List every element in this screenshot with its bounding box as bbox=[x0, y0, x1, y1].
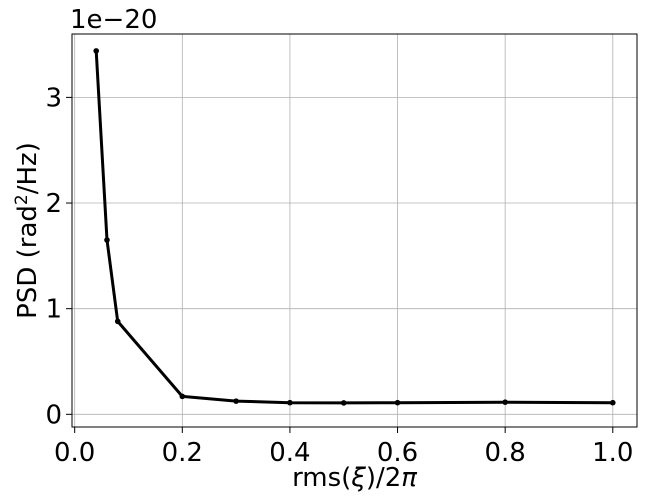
y-tick-label: 3 bbox=[45, 83, 62, 113]
x-axis-label: rms(ξ)/2π bbox=[292, 463, 417, 493]
y-tick-label: 1 bbox=[45, 295, 62, 325]
data-point-marker bbox=[340, 400, 347, 406]
data-point-marker bbox=[394, 399, 401, 406]
y-axis-offset-text: 1e−20 bbox=[70, 5, 157, 35]
x-tick-label: 1.0 bbox=[592, 438, 633, 468]
plot-frame bbox=[71, 33, 638, 428]
x-axis-label-prefix: rms( bbox=[292, 463, 351, 493]
y-axis-label-prefix: PSD (rad bbox=[13, 205, 43, 319]
data-point-marker bbox=[114, 318, 121, 325]
y-axis-label-suffix: /Hz) bbox=[13, 142, 43, 194]
data-point-marker bbox=[287, 399, 293, 406]
data-point-marker bbox=[609, 399, 616, 406]
x-axis-label-middle: )/2 bbox=[366, 463, 401, 493]
y-tick-label: 0 bbox=[45, 400, 62, 430]
data-point-marker bbox=[233, 398, 239, 404]
x-tick-label: 0.0 bbox=[54, 438, 95, 468]
series-layer bbox=[93, 48, 616, 406]
x-tick-label: 0.8 bbox=[484, 438, 525, 468]
grid-lines bbox=[72, 34, 637, 427]
data-point-marker bbox=[179, 393, 186, 400]
series-line bbox=[94, 50, 613, 405]
data-point-marker bbox=[502, 399, 508, 405]
x-tick-label: 0.2 bbox=[162, 438, 203, 468]
x-axis-label-xi: ξ bbox=[350, 463, 366, 493]
data-point-marker bbox=[104, 237, 110, 243]
y-tick-label: 2 bbox=[45, 189, 62, 219]
axis-ticks: 0.0 0.2 0.4 0.6 0.8 1.0 0 1 2 3 bbox=[45, 83, 633, 468]
data-point-marker bbox=[93, 48, 100, 54]
y-axis-label: PSD (rad2/Hz) bbox=[12, 142, 43, 319]
x-axis-label-pi: π bbox=[401, 463, 417, 493]
y-axis-label-superscript: 2 bbox=[12, 194, 32, 205]
x-tick-label: 0.4 bbox=[269, 438, 310, 468]
x-tick-label: 0.6 bbox=[377, 438, 418, 468]
